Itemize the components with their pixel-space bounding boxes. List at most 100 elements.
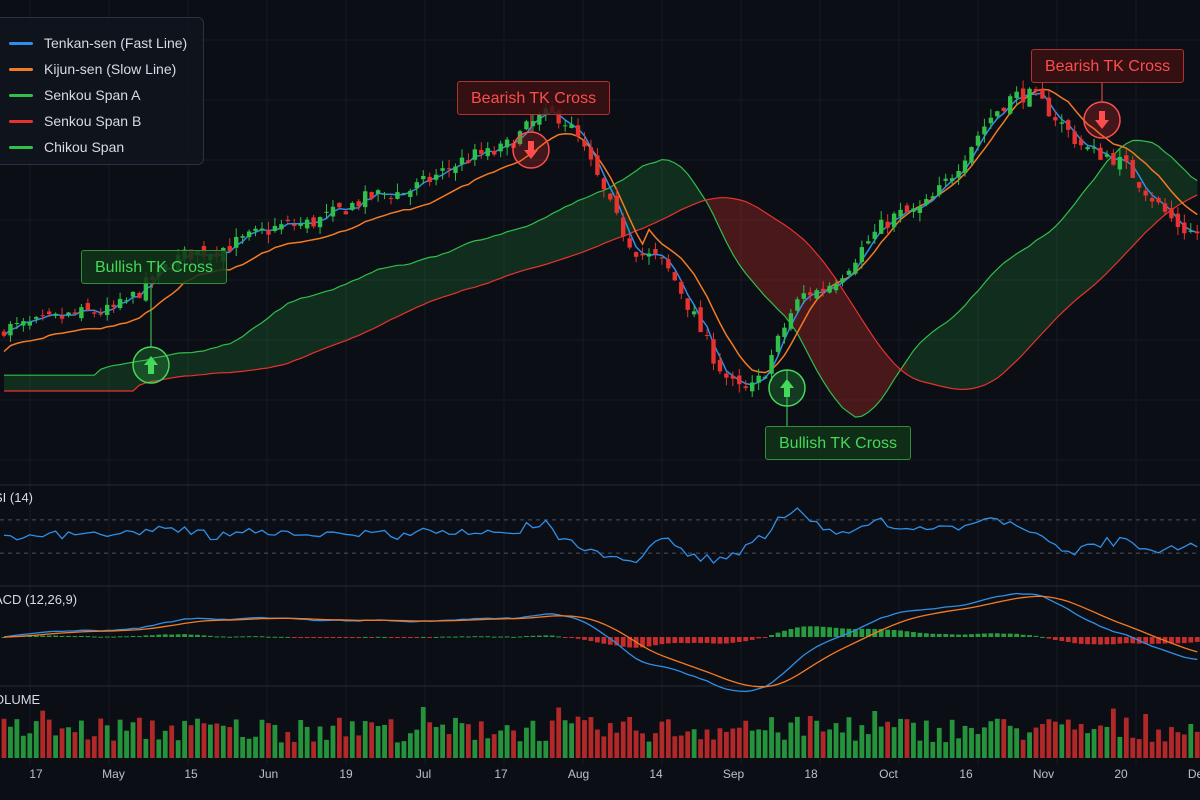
- macd-histogram-bar: [356, 637, 362, 638]
- macd-histogram-bar: [659, 637, 665, 645]
- x-tick-label: 17: [29, 767, 43, 781]
- macd-histogram-bar: [549, 635, 555, 637]
- candle-body: [472, 149, 478, 160]
- candle-body: [79, 307, 84, 319]
- macd-histogram-bar: [582, 637, 587, 640]
- candle-body: [111, 304, 116, 307]
- x-tick-label: Sep: [723, 767, 745, 781]
- volume-bar: [665, 719, 671, 758]
- x-tick-label: May: [102, 767, 125, 781]
- macd-histogram-bar: [749, 637, 755, 640]
- volume-bar: [1136, 739, 1142, 758]
- volume-bar: [1156, 729, 1161, 758]
- candle-body: [240, 236, 245, 238]
- macd-histogram-bar: [911, 632, 916, 637]
- volume-bar: [1111, 708, 1116, 758]
- senkou-span-b-line: [4, 194, 1198, 392]
- volume-bar: [827, 729, 832, 758]
- candle-body: [833, 283, 839, 291]
- candle-body: [292, 224, 297, 226]
- macd-histogram-bar: [975, 633, 981, 637]
- candle-body: [1059, 122, 1064, 124]
- bullish-cloud: [907, 140, 1198, 390]
- candle-body: [427, 176, 432, 182]
- macd-histogram-bar: [640, 637, 645, 648]
- candle-body: [659, 257, 665, 259]
- candle-body: [421, 175, 426, 180]
- macd-histogram-bar: [878, 628, 884, 637]
- candle-body: [1156, 197, 1161, 203]
- candle-body: [1008, 96, 1013, 114]
- volume-bar: [1007, 725, 1013, 758]
- candle-body: [653, 248, 658, 255]
- macd-histogram-bar: [111, 636, 117, 638]
- volume-bar: [79, 720, 84, 758]
- volume-label: OLUME: [0, 692, 41, 707]
- volume-bar: [330, 725, 336, 758]
- candle-body: [975, 135, 981, 146]
- volume-bar: [485, 738, 491, 758]
- macd-histogram-bar: [188, 634, 194, 637]
- volume-bar: [588, 717, 594, 758]
- volume-bar: [794, 716, 800, 758]
- macd-histogram-bar: [53, 635, 58, 637]
- macd-histogram-bar: [498, 636, 504, 638]
- macd-histogram-bar: [620, 637, 626, 647]
- macd-histogram-bar: [917, 632, 923, 637]
- volume-bar: [27, 733, 33, 758]
- signal-markers: [132, 83, 1121, 426]
- bearish-cloud: [707, 197, 907, 418]
- macd-line: [3, 592, 1198, 693]
- volume-bar: [356, 735, 362, 758]
- candle-body: [1020, 88, 1026, 103]
- x-tick-label: Oct: [879, 767, 898, 781]
- macd-histogram-bar: [769, 634, 774, 637]
- macd-histogram-bar: [291, 637, 297, 638]
- macd-histogram-bar: [1117, 637, 1123, 644]
- volume-bar: [724, 731, 729, 758]
- macd-histogram-bar: [653, 637, 658, 646]
- candle-body: [311, 217, 316, 227]
- volume-bar: [595, 729, 600, 758]
- macd-histogram-bar: [807, 626, 813, 637]
- macd-histogram-bar: [556, 636, 562, 638]
- candle-body: [569, 124, 574, 128]
- macd-histogram-bar: [1020, 634, 1026, 637]
- volume-bar: [949, 719, 955, 758]
- candle-body: [1149, 198, 1155, 202]
- volume-bar: [717, 728, 723, 758]
- macd-histogram-bar: [814, 626, 820, 637]
- candle-body: [949, 178, 955, 182]
- candle-body: [479, 149, 484, 154]
- volume-bar: [504, 725, 510, 758]
- macd-histogram-bar: [885, 629, 891, 637]
- bearish-tk-cross-callout: Bearish TK Cross: [457, 81, 611, 115]
- volume-bar: [33, 721, 39, 758]
- volume-bar: [53, 735, 58, 758]
- candle-body: [788, 313, 794, 329]
- volume-bar: [420, 707, 426, 758]
- volume-bar: [1104, 726, 1110, 758]
- macd-histogram-bar: [304, 637, 310, 638]
- macd-histogram-bar: [801, 626, 807, 637]
- legend-swatch: [9, 67, 33, 71]
- candle-body: [898, 209, 903, 217]
- candle-body: [1117, 156, 1123, 170]
- candle-body: [369, 192, 374, 199]
- candle-body: [853, 262, 858, 274]
- candle-body: [633, 252, 639, 257]
- volume-bar: [1143, 713, 1149, 758]
- volume-bar: [169, 725, 175, 758]
- volume-bar: [853, 740, 858, 758]
- volume-bar: [930, 741, 936, 758]
- candle-body: [408, 190, 413, 197]
- volume-bar: [1091, 729, 1097, 758]
- volume-bar: [1033, 727, 1039, 758]
- candle-body: [414, 182, 419, 189]
- macd-histogram-bar: [427, 637, 433, 638]
- macd-histogram-bar: [233, 636, 239, 638]
- macd-histogram-bar: [536, 635, 542, 637]
- candle-body: [8, 323, 13, 336]
- volume-bar: [556, 707, 562, 758]
- x-tick-label: 16: [959, 767, 973, 781]
